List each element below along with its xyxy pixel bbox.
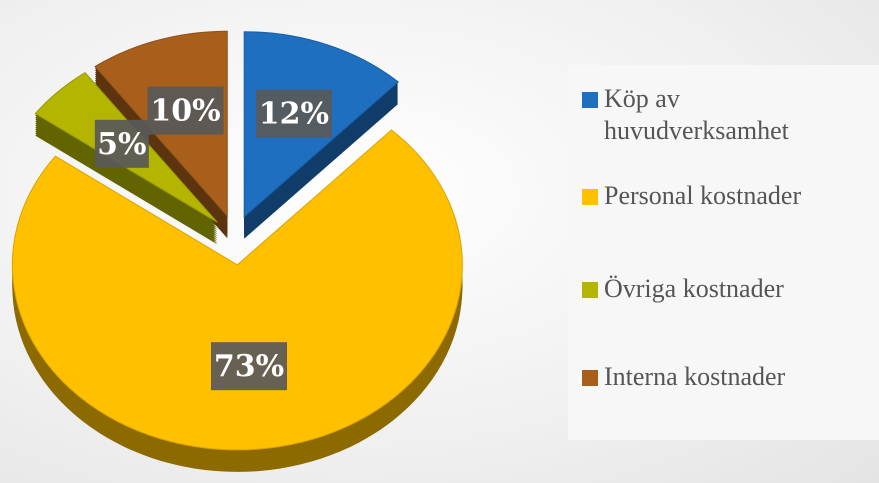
legend-item: Personal kostnader [582,180,872,212]
data-label: 5% [97,127,146,162]
data-label: 10% [150,94,220,129]
slice [11,129,463,451]
legend-label: Köp av huvudverksamhet [604,84,789,145]
data-label: 12% [259,97,329,132]
legend-swatch [582,189,598,205]
data-label: 73% [214,349,284,384]
pie-chart: 12% 73% 5%10% [11,30,463,472]
legend-swatch [582,370,598,386]
legend-swatch [582,92,598,108]
legend-label: Personal kostnader [604,181,802,210]
data-label-box [255,89,332,138]
legend-item: Köp av huvudverksamhet [582,83,872,147]
legend-item: Interna kostnader [582,361,872,393]
legend-label: Interna kostnader [604,362,786,391]
legend: Köp av huvudverksamhet Personal kostnader… [568,65,879,440]
legend-label: Övriga kostnader [604,274,784,303]
legend-swatch [582,282,598,298]
data-label-box [210,342,287,391]
data-label-box [147,86,224,135]
legend-item: Övriga kostnader [582,273,872,305]
data-label-box [94,119,149,168]
